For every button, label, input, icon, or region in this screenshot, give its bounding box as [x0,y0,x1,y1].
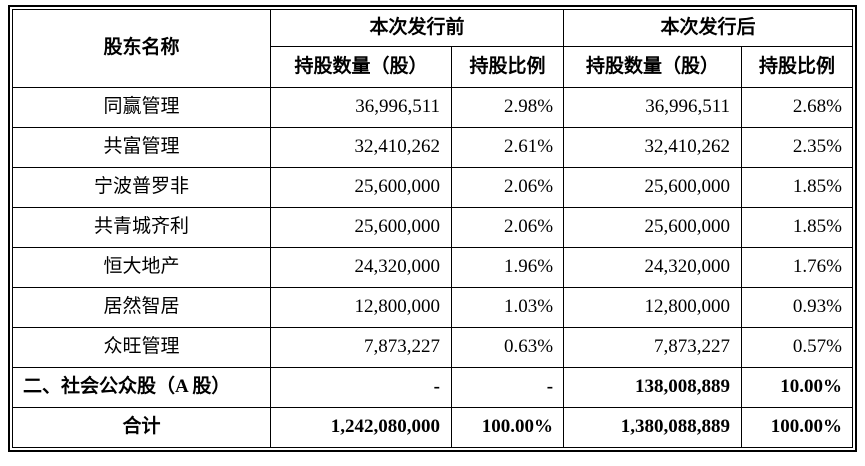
post-ratio-cell: 2.35% [741,127,853,168]
shareholder-name-cell: 居然智居 [12,287,271,328]
table-row: 宁波普罗非 25,600,000 2.06% 25,600,000 1.85% [12,167,853,208]
post-ratio-cell: 1.85% [741,207,853,248]
pre-shares-cell: 24,320,000 [270,247,452,288]
header-post-issuance-group: 本次发行后 [563,9,853,47]
post-ratio-cell: 1.76% [741,247,853,288]
table-row: 恒大地产 24,320,000 1.96% 24,320,000 1.76% [12,247,853,288]
shareholder-name-cell: 恒大地产 [12,247,271,288]
post-shares-cell: 138,008,889 [563,367,743,408]
post-ratio-cell: 100.00% [741,407,853,448]
table-row-total: 合计 1,242,080,000 100.00% 1,380,088,889 1… [12,407,853,448]
post-shares-cell: 7,873,227 [563,327,743,368]
pre-ratio-cell: 1.96% [450,247,565,288]
header-pre-ratio: 持股比例 [450,46,565,88]
pre-ratio-cell: 2.61% [450,127,565,168]
pre-shares-cell: 12,800,000 [270,287,452,328]
pre-ratio-cell: 2.06% [450,207,565,248]
post-shares-cell: 25,600,000 [563,207,743,248]
pre-ratio-cell: 2.98% [450,87,565,128]
table-row: 同赢管理 36,996,511 2.98% 36,996,511 2.68% [12,87,853,128]
shareholder-name-cell: 共富管理 [12,127,271,168]
post-ratio-cell: 1.85% [741,167,853,208]
pre-shares-cell: 7,873,227 [270,327,452,368]
post-shares-cell: 24,320,000 [563,247,743,288]
table-row: 共富管理 32,410,262 2.61% 32,410,262 2.35% [12,127,853,168]
header-pre-issuance-group: 本次发行前 [269,9,565,47]
shareholder-name-cell: 宁波普罗非 [12,167,271,208]
header-pre-shares: 持股数量（股） [270,46,452,88]
shareholder-name-cell: 共青城齐利 [12,207,271,248]
pre-shares-cell: - [270,367,452,408]
shareholding-table: 股东名称 本次发行前 本次发行后 持股数量（股） 持股比例 持股数量（股） 持股… [12,9,853,448]
pre-shares-cell: 36,996,511 [270,87,452,128]
total-label-cell: 合计 [12,407,271,448]
header-post-shares: 持股数量（股） [563,46,743,88]
post-shares-cell: 36,996,511 [563,87,743,128]
post-ratio-cell: 0.93% [741,287,853,328]
post-shares-cell: 32,410,262 [563,127,743,168]
pre-ratio-cell: 2.06% [450,167,565,208]
header-post-ratio: 持股比例 [741,46,853,88]
header-group-row: 股东名称 本次发行前 本次发行后 [12,9,853,88]
pre-ratio-cell: 100.00% [450,407,565,448]
table-row-public-a-shares: 二、社会公众股（A 股） - - 138,008,889 10.00% [12,367,853,408]
pre-shares-cell: 32,410,262 [270,127,452,168]
post-shares-cell: 1,380,088,889 [563,407,743,448]
pre-shares-cell: 1,242,080,000 [270,407,452,448]
post-ratio-cell: 2.68% [741,87,853,128]
pre-ratio-cell: - [450,367,565,408]
shareholder-name-cell: 二、社会公众股（A 股） [12,367,271,408]
post-shares-cell: 12,800,000 [563,287,743,328]
shareholding-table-container: 股东名称 本次发行前 本次发行后 持股数量（股） 持股比例 持股数量（股） 持股… [8,5,857,452]
table-row: 共青城齐利 25,600,000 2.06% 25,600,000 1.85% [12,207,853,248]
shareholder-name-cell: 众旺管理 [12,327,271,368]
table-row: 居然智居 12,800,000 1.03% 12,800,000 0.93% [12,287,853,328]
table-row: 众旺管理 7,873,227 0.63% 7,873,227 0.57% [12,327,853,368]
post-ratio-cell: 10.00% [741,367,853,408]
shareholder-name-cell: 同赢管理 [12,87,271,128]
pre-ratio-cell: 0.63% [450,327,565,368]
pre-shares-cell: 25,600,000 [270,167,452,208]
pre-shares-cell: 25,600,000 [270,207,452,248]
post-ratio-cell: 0.57% [741,327,853,368]
post-shares-cell: 25,600,000 [563,167,743,208]
pre-ratio-cell: 1.03% [450,287,565,328]
header-sub-row: 持股数量（股） 持股比例 持股数量（股） 持股比例 [13,46,853,88]
header-shareholder-name: 股东名称 [12,9,271,88]
